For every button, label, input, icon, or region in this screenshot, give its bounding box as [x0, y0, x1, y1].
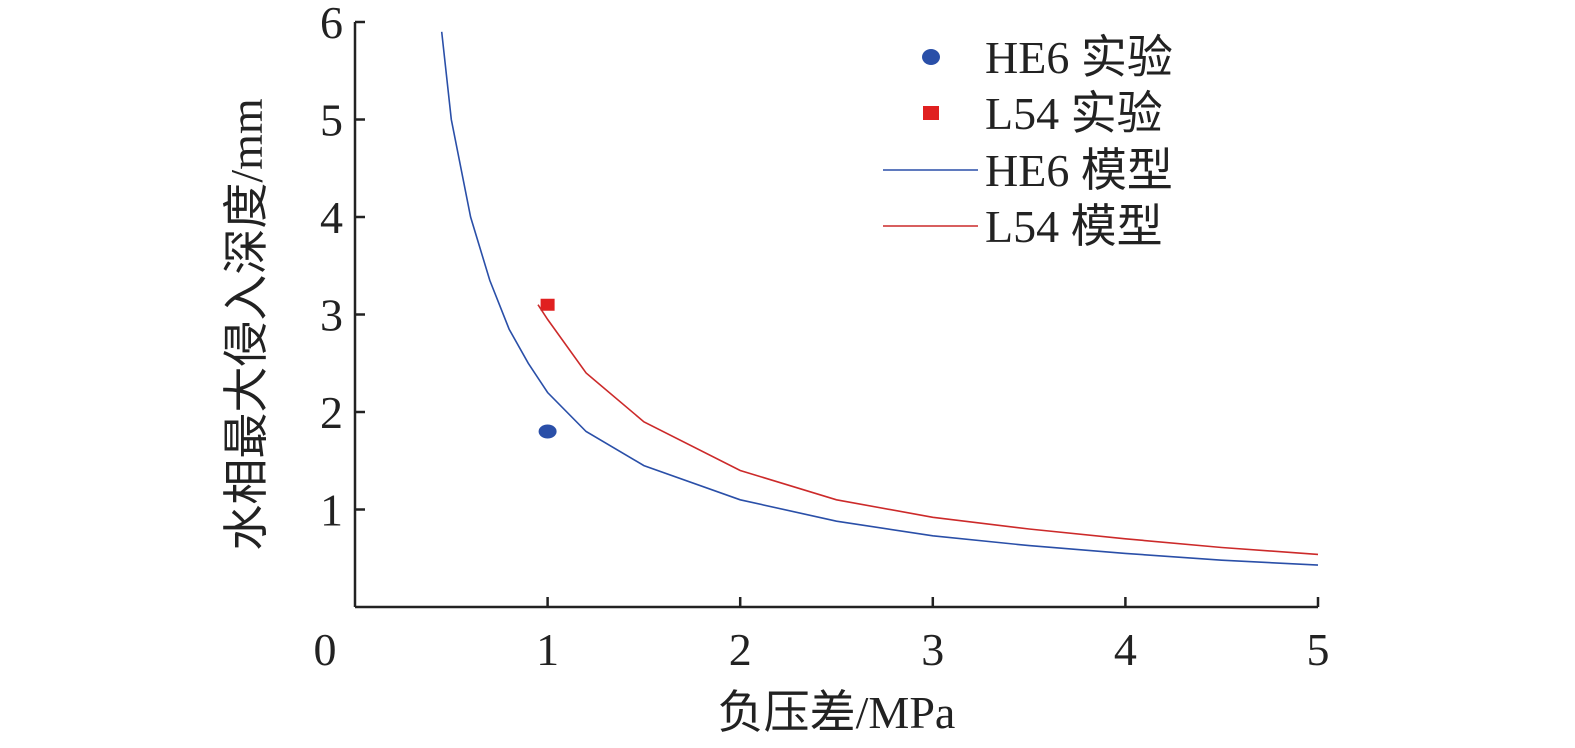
legend-label-0: HE6 实验 [985, 32, 1173, 83]
series-line-3 [537, 304, 1319, 556]
legend-marker-1 [923, 106, 939, 120]
x-tick-label: 4 [1114, 624, 1137, 675]
x-tick-label: 0 [314, 624, 337, 675]
legend-label-3: L54 模型 [985, 201, 1163, 252]
y-tick-label: 3 [320, 290, 343, 341]
series-layer [440, 31, 1319, 566]
y-tick-label: 2 [320, 387, 343, 438]
legend-label-1: L54 实验 [985, 88, 1163, 139]
legend-marker-0 [922, 49, 940, 65]
y-tick-label: 5 [320, 95, 343, 146]
series-line-2 [440, 31, 1319, 566]
x-tick-label: 3 [921, 624, 944, 675]
x-axis-label: 负压差/MPa [718, 687, 956, 738]
legend-label-2: HE6 模型 [985, 145, 1173, 196]
y-tick-label: 4 [320, 192, 343, 243]
x-tick-label: 2 [729, 624, 752, 675]
ticks: 0 1 2 3 4 5 1 2 3 4 5 6 [314, 0, 1330, 675]
x-tick-label: 5 [1307, 624, 1330, 675]
x-tick-label: 1 [536, 624, 559, 675]
data-point-1 [540, 298, 555, 311]
data-point-0 [538, 424, 557, 439]
y-axis-label: 水相最大侵入深度/mm [221, 98, 272, 551]
y-tick-label: 1 [320, 485, 343, 536]
y-tick-label: 6 [320, 0, 343, 48]
axes [353, 22, 1318, 609]
